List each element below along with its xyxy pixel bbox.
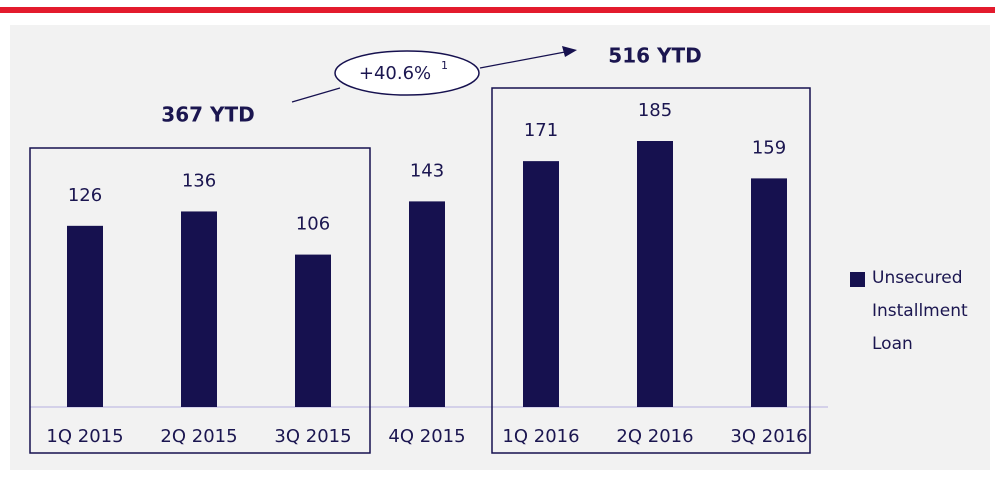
legend-label: Unsecured Installment Loan <box>872 268 968 354</box>
footnote-mark: 1 <box>441 59 448 72</box>
x-tick-label: 1Q 2015 <box>46 426 123 447</box>
x-tick-label: 4Q 2015 <box>388 426 465 447</box>
x-tick-label: 3Q 2015 <box>274 426 351 447</box>
x-tick-label: 2Q 2016 <box>616 426 693 447</box>
value-label: 126 <box>68 185 102 206</box>
annotation: 367 YTD <box>161 103 254 127</box>
x-tick-label: 2Q 2015 <box>160 426 237 447</box>
bar <box>295 254 331 407</box>
legend-swatch <box>850 272 865 287</box>
value-label: 159 <box>752 137 786 158</box>
arrow-head <box>562 46 577 57</box>
x-tick-label: 3Q 2016 <box>730 426 807 447</box>
arrow-line <box>479 51 566 69</box>
value-label: 185 <box>638 100 672 121</box>
bar <box>523 161 559 407</box>
bar <box>637 141 673 407</box>
bar <box>181 211 217 407</box>
value-label: 136 <box>182 170 216 191</box>
panel <box>10 25 990 470</box>
arrow-line <box>291 87 341 103</box>
bar <box>751 178 787 407</box>
value-label: 106 <box>296 214 330 235</box>
bar <box>67 225 103 407</box>
top-rule <box>0 7 995 13</box>
group-box <box>29 147 371 454</box>
value-label: 143 <box>410 160 444 181</box>
growth-ellipse <box>334 50 480 96</box>
annotation: 516 YTD <box>608 44 701 68</box>
growth-label: +40.6% <box>359 63 431 84</box>
bar <box>409 201 445 407</box>
x-tick-label: 1Q 2016 <box>502 426 579 447</box>
value-label: 171 <box>524 120 558 141</box>
group-box <box>491 87 811 454</box>
